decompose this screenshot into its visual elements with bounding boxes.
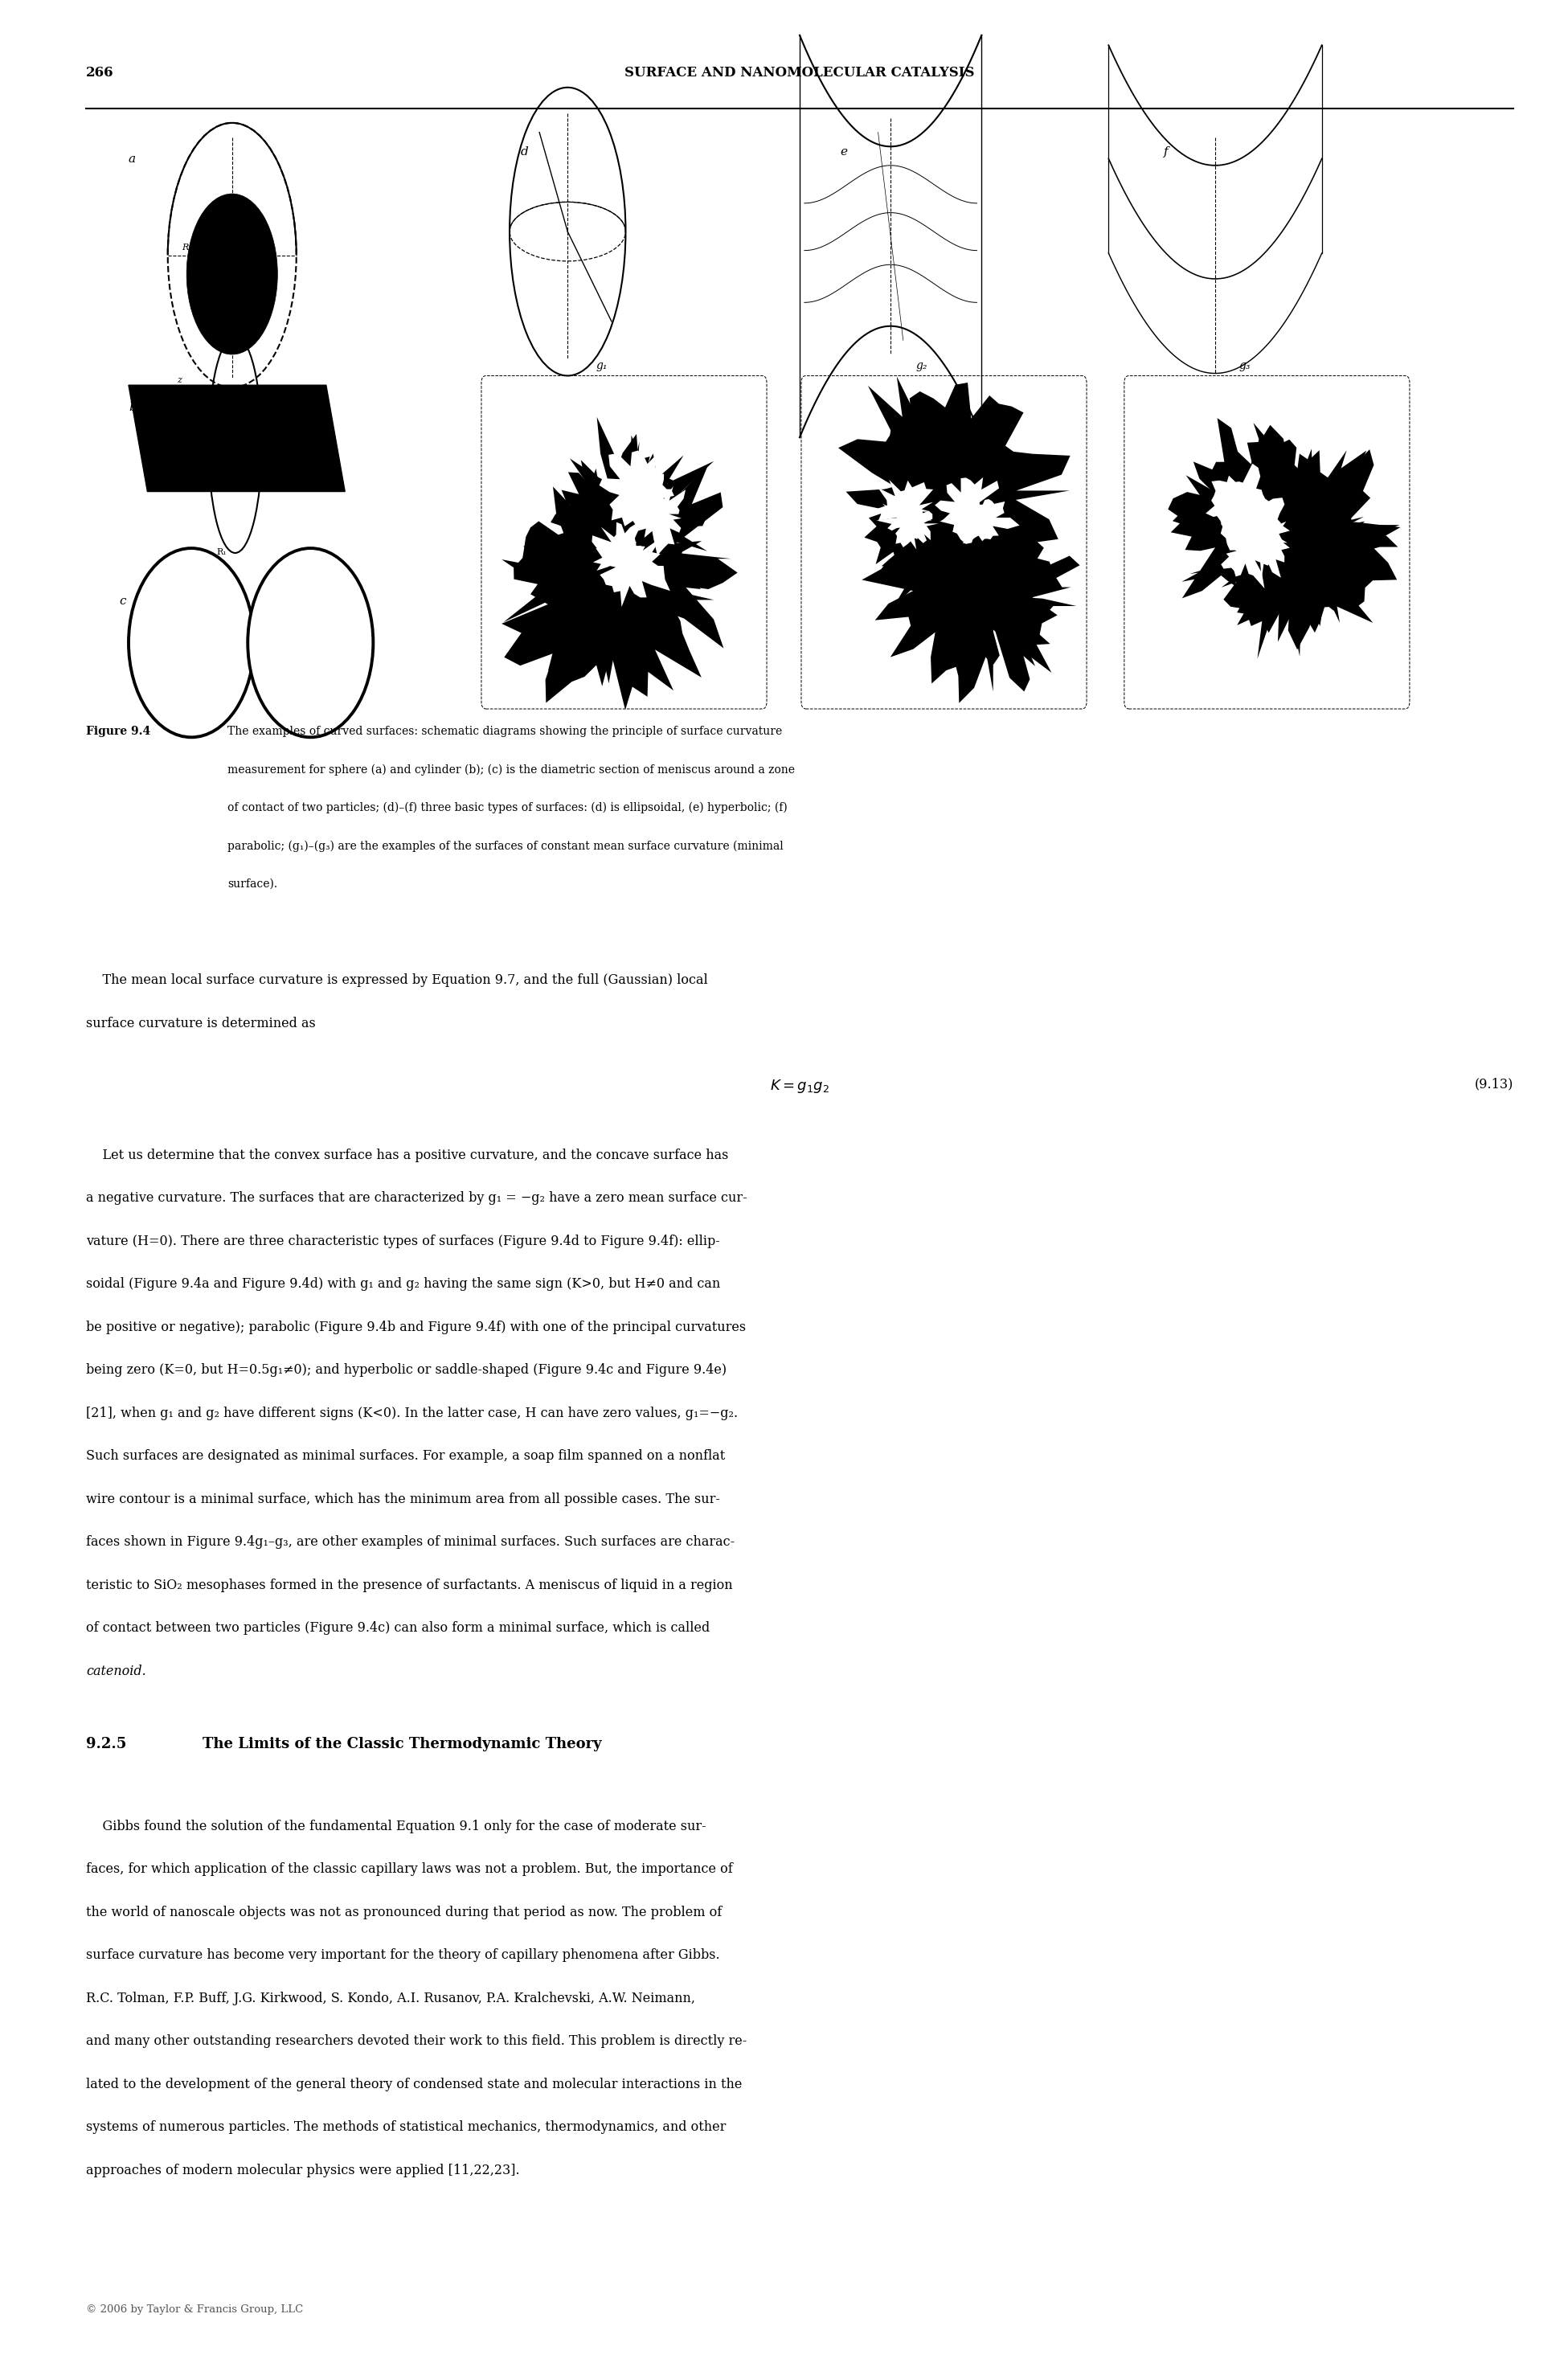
Text: of contact between two particles (Figure 9.4c) can also form a minimal surface, : of contact between two particles (Figure… <box>86 1621 710 1635</box>
Text: surface curvature has become very important for the theory of capillary phenomen: surface curvature has become very import… <box>86 1949 720 1961</box>
Text: f: f <box>1163 147 1168 158</box>
Text: g₃: g₃ <box>1239 359 1250 371</box>
Circle shape <box>248 548 373 737</box>
Text: be positive or negative); parabolic (Figure 9.4b and Figure 9.4f) with one of th: be positive or negative); parabolic (Fig… <box>86 1321 746 1335</box>
Polygon shape <box>1214 484 1290 562</box>
Text: R: R <box>182 243 188 250</box>
Ellipse shape <box>187 194 278 354</box>
Text: Figure 9.4: Figure 9.4 <box>86 725 151 737</box>
Text: faces, for which application of the classic capillary laws was not a problem. Bu: faces, for which application of the clas… <box>86 1862 732 1876</box>
Polygon shape <box>939 487 1019 543</box>
Text: 9.2.5: 9.2.5 <box>86 1737 127 1751</box>
Polygon shape <box>591 522 651 577</box>
Polygon shape <box>839 383 1071 607</box>
Polygon shape <box>877 499 939 551</box>
Polygon shape <box>524 435 682 614</box>
Text: R₁: R₁ <box>216 548 226 555</box>
Text: wire contour is a minimal surface, which has the minimum area from all possible : wire contour is a minimal surface, which… <box>86 1493 720 1505</box>
Polygon shape <box>878 480 933 541</box>
Text: Gibbs found the solution of the fundamental Equation 9.1 only for the case of mo: Gibbs found the solution of the fundamen… <box>86 1820 707 1834</box>
Text: parabolic; (g₁)–(g₃) are the examples of the surfaces of constant mean surface c: parabolic; (g₁)–(g₃) are the examples of… <box>227 841 784 851</box>
Polygon shape <box>544 435 737 650</box>
Text: surface curvature is determined as: surface curvature is determined as <box>86 1016 315 1030</box>
Polygon shape <box>1190 468 1364 657</box>
Text: z: z <box>177 376 182 385</box>
Text: Let us determine that the convex surface has a positive curvature, and the conca: Let us determine that the convex surface… <box>86 1148 729 1163</box>
Text: soidal (Figure 9.4a and Figure 9.4d) with g₁ and g₂ having the same sign (K>0, b: soidal (Figure 9.4a and Figure 9.4d) wit… <box>86 1278 721 1290</box>
Text: R.C. Tolman, F.P. Buff, J.G. Kirkwood, S. Kondo, A.I. Rusanov, P.A. Kralchevski,: R.C. Tolman, F.P. Buff, J.G. Kirkwood, S… <box>86 1992 696 2006</box>
Text: vature (H=0). There are three characteristic types of surfaces (Figure 9.4d to F: vature (H=0). There are three characteri… <box>86 1233 720 1248</box>
Text: (9.13): (9.13) <box>1474 1078 1513 1092</box>
Text: lated to the development of the general theory of condensed state and molecular : lated to the development of the general … <box>86 2077 742 2091</box>
Polygon shape <box>913 520 1080 704</box>
Polygon shape <box>881 442 1021 619</box>
Text: g₁: g₁ <box>596 359 607 371</box>
Text: 266: 266 <box>86 66 114 80</box>
Text: The mean local surface curvature is expressed by Equation 9.7, and the full (Gau: The mean local surface curvature is expr… <box>86 974 709 988</box>
Polygon shape <box>935 477 999 543</box>
Polygon shape <box>1215 423 1400 650</box>
Polygon shape <box>1168 418 1334 598</box>
Text: b: b <box>129 402 136 414</box>
Polygon shape <box>1237 508 1290 579</box>
Text: the world of nanoscale objects was not as pronounced during that period as now. : the world of nanoscale objects was not a… <box>86 1905 723 1919</box>
Text: $K = g_1 g_2$: $K = g_1 g_2$ <box>770 1078 829 1094</box>
Text: c: c <box>119 595 125 607</box>
Text: Such surfaces are designated as minimal surfaces. For example, a soap film spann: Such surfaces are designated as minimal … <box>86 1449 726 1463</box>
Text: faces shown in Figure 9.4g₁–g₃, are other examples of minimal surfaces. Such sur: faces shown in Figure 9.4g₁–g₃, are othe… <box>86 1536 735 1550</box>
Text: and many other outstanding researchers devoted their work to this field. This pr: and many other outstanding researchers d… <box>86 2035 746 2049</box>
Text: SURFACE AND NANOMOLECULAR CATALYSIS: SURFACE AND NANOMOLECULAR CATALYSIS <box>624 66 975 80</box>
Text: e: e <box>840 147 848 158</box>
Text: R: R <box>240 201 246 208</box>
Polygon shape <box>626 482 685 555</box>
Text: of contact of two particles; (d)–(f) three basic types of surfaces: (d) is ellip: of contact of two particles; (d)–(f) thr… <box>227 801 787 813</box>
Polygon shape <box>502 492 713 709</box>
Text: The examples of curved surfaces: schematic diagrams showing the principle of sur: The examples of curved surfaces: schemat… <box>227 725 782 737</box>
Polygon shape <box>593 534 670 607</box>
Text: catenoid.: catenoid. <box>86 1664 146 1678</box>
Text: measurement for sphere (a) and cylinder (b); (c) is the diametric section of men: measurement for sphere (a) and cylinder … <box>227 763 795 775</box>
Polygon shape <box>847 376 1010 612</box>
Text: systems of numerous particles. The methods of statistical mechanics, thermodynam: systems of numerous particles. The metho… <box>86 2120 726 2134</box>
Text: © 2006 by Taylor & Francis Group, LLC: © 2006 by Taylor & Francis Group, LLC <box>86 2304 304 2313</box>
Text: The Limits of the Classic Thermodynamic Theory: The Limits of the Classic Thermodynamic … <box>202 1737 602 1751</box>
Text: a negative curvature. The surfaces that are characterized by g₁ = −g₂ have a zer: a negative curvature. The surfaces that … <box>86 1191 748 1205</box>
Polygon shape <box>503 468 701 683</box>
Text: [21], when g₁ and g₂ have different signs (K<0). In the latter case, H can have : [21], when g₁ and g₂ have different sign… <box>86 1406 739 1420</box>
Polygon shape <box>1221 525 1273 588</box>
Circle shape <box>129 548 254 737</box>
Text: d: d <box>521 147 528 158</box>
Polygon shape <box>1173 425 1400 659</box>
Polygon shape <box>599 451 674 529</box>
Text: a: a <box>129 154 136 165</box>
Polygon shape <box>1206 463 1275 539</box>
Text: surface).: surface). <box>227 879 278 891</box>
Polygon shape <box>550 416 713 605</box>
Text: being zero (K=0, but H=0.5g₁≠0); and hyperbolic or saddle-shaped (Figure 9.4c an: being zero (K=0, but H=0.5g₁≠0); and hyp… <box>86 1363 728 1378</box>
Text: g₂: g₂ <box>916 359 927 371</box>
Polygon shape <box>1237 449 1399 643</box>
Polygon shape <box>129 385 345 492</box>
Text: approaches of modern molecular physics were applied [11,22,23].: approaches of modern molecular physics w… <box>86 2165 521 2176</box>
Polygon shape <box>862 468 1071 683</box>
Text: teristic to SiO₂ mesophases formed in the presence of surfactants. A meniscus of: teristic to SiO₂ mesophases formed in th… <box>86 1578 732 1593</box>
